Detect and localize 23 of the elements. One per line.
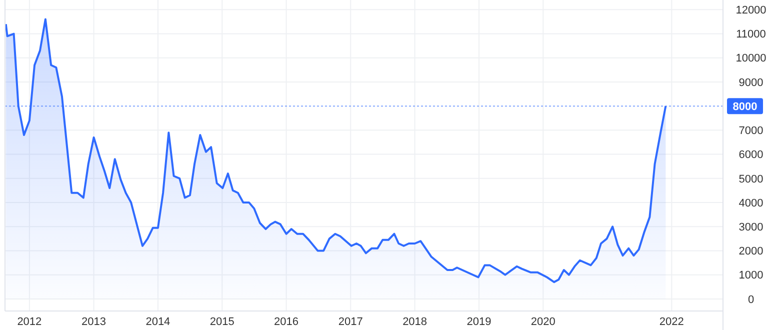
x-tick-label: 2015: [210, 316, 234, 328]
y-tick-label: 1000: [738, 270, 764, 282]
y-tick-label: 6000: [738, 149, 764, 162]
y-tick-label: 4000: [738, 197, 764, 210]
x-tick-label: 2013: [82, 316, 106, 328]
y-tick-label: 7000: [738, 125, 764, 138]
y-tick-label: 5000: [738, 173, 764, 186]
x-tick-label: 2022: [659, 316, 684, 328]
y-tick-label: 9000: [738, 76, 764, 89]
y-tick-label: 10000: [736, 52, 766, 65]
x-tick-label: 2017: [338, 316, 363, 328]
x-tick-label: 2019: [466, 316, 492, 328]
y-tick-label: 0: [748, 294, 754, 306]
x-tick-label: 2018: [402, 316, 428, 328]
x-tick-label: 2014: [146, 316, 170, 328]
ref-line-label: 8000: [732, 101, 758, 114]
y-tick-label: 2000: [738, 246, 764, 258]
x-tick-label: 2016: [274, 316, 299, 328]
y-tick-label: 11000: [736, 28, 766, 41]
x-tick-label: 2020: [530, 316, 556, 328]
y-tick-label: 12000: [736, 4, 766, 16]
y-tick-label: 3000: [738, 221, 764, 234]
x-tick-label: 2012: [17, 316, 42, 328]
